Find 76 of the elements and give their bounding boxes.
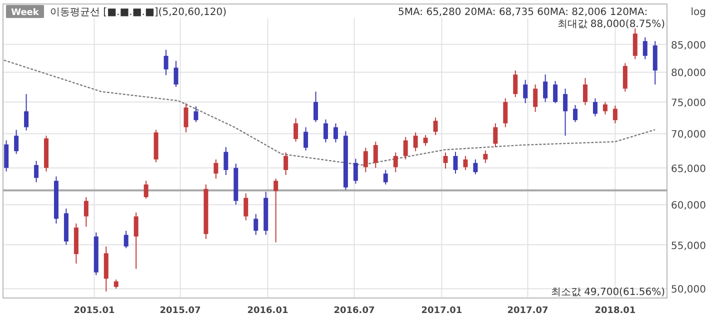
candlestick: [393, 152, 398, 173]
candlestick: [602, 101, 608, 115]
y-tick-label: 65,000: [671, 164, 706, 175]
candlestick: [284, 152, 288, 176]
x-tick-label: 2015.07: [160, 306, 201, 316]
candlestick: [383, 170, 388, 185]
candlestick: [453, 151, 458, 174]
candlestick: [533, 84, 538, 112]
candlestick: [14, 129, 19, 154]
candlestick: [323, 118, 328, 143]
text: 이동평균선 [■.■.■.■](5,20,60,120): [50, 7, 227, 18]
candlestick: [493, 122, 498, 148]
y-tick-label: 85,000: [671, 40, 706, 52]
candlestick: [274, 178, 278, 243]
candlestick: [483, 150, 488, 164]
candlestick: [84, 196, 88, 228]
candlestick: [373, 141, 378, 168]
candlestick: [433, 117, 438, 136]
candlestick: [573, 104, 578, 123]
text: 5MA: 65,280 20MA: 68,735 60MA: 82,006 120MA:: [398, 7, 648, 18]
candlestick: [563, 88, 568, 136]
candlestick: [353, 158, 358, 184]
candlestick: [612, 105, 618, 124]
annotation: 최대값 88,000(8.75%): [557, 19, 666, 30]
candlestick: [413, 132, 418, 152]
y-tick-label: 60,000: [671, 200, 706, 212]
x-tick-label: 2016.01: [247, 306, 288, 316]
candlestick: [443, 152, 448, 170]
candlestick: [294, 118, 298, 142]
candlestick: [642, 36, 648, 60]
candlestick: [503, 98, 508, 128]
candlestick: [144, 180, 148, 200]
candlestick: [423, 134, 428, 146]
x-tick-label: 2017.07: [507, 306, 548, 316]
y-tick-label: 50,000: [671, 284, 706, 296]
x-tick-label: 2017.01: [421, 306, 462, 316]
candlestick: [632, 28, 638, 60]
y-tick-label: 70,000: [671, 130, 706, 141]
y-tick-label: 75,000: [671, 98, 706, 109]
x-tick-label: 2016.07: [334, 306, 375, 316]
candlestick: [473, 158, 478, 175]
candlestick: [463, 155, 468, 170]
candlestick: [403, 136, 408, 160]
candlestick: [523, 79, 528, 104]
candlestick: [164, 49, 168, 76]
text: log: [690, 7, 706, 18]
candlestick: [254, 214, 258, 236]
candlestick: [244, 192, 248, 221]
candlestick: [134, 212, 138, 270]
candlestick: [24, 94, 29, 131]
candlestick: [194, 106, 198, 123]
candlestick: [553, 80, 558, 104]
candlestick: [333, 122, 338, 143]
x-tick-label: 2018.01: [594, 306, 636, 316]
candlestick: [174, 60, 178, 88]
candlestick: [214, 158, 218, 180]
candlestick: [363, 147, 368, 173]
candlestick: [184, 102, 188, 133]
candlestick: [592, 98, 598, 117]
y-tick-label: 55,000: [671, 240, 706, 252]
candlestick: [4, 140, 9, 172]
candlestick: [34, 160, 39, 183]
candlestick: [114, 279, 118, 290]
candlestick: [304, 126, 308, 151]
candlestick: [543, 74, 548, 102]
candlestick: [224, 146, 228, 176]
candlestick: [622, 62, 628, 92]
annotation: 최소값 49,700(61.56%): [550, 287, 666, 298]
x-tick-label: 2015.01: [74, 306, 115, 316]
line-series: [4, 60, 656, 166]
text: Week: [11, 8, 40, 18]
candlestick: [124, 230, 128, 249]
candlestick: [583, 78, 588, 106]
candlestick: [513, 70, 518, 98]
y-tick-label: 80,000: [671, 68, 706, 80]
candlestick: [314, 91, 318, 123]
